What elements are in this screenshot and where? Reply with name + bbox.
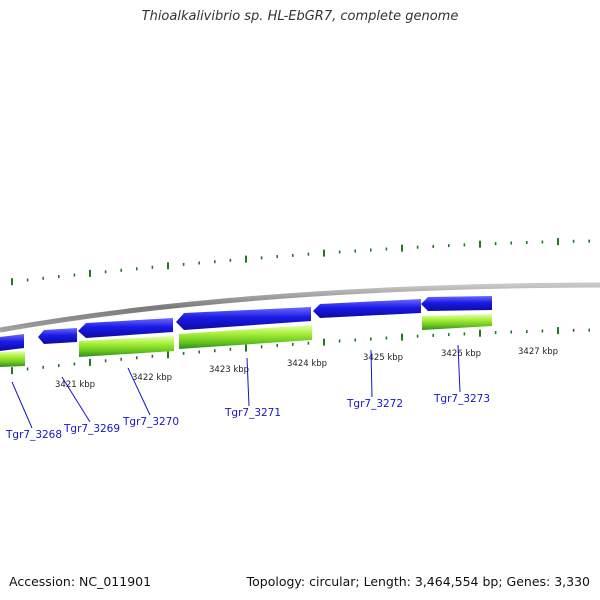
kbp-labels: 3421 kbp 3422 kbp 3423 kbp 3424 kbp 3425… [55,347,558,390]
gene-label-tgr7-3270[interactable]: Tgr7_3270 [122,416,179,428]
cds-band [179,325,312,349]
gene-arrow [313,299,421,318]
outer-tick-ring [11,238,591,286]
page-title: Thioalkalivibrio sp. HL-EbGR7, complete … [141,9,459,24]
gene-label-tgr7-3272[interactable]: Tgr7_3272 [346,398,403,410]
gene-label-tgr7-3273[interactable]: Tgr7_3273 [433,393,490,405]
kbp-label: 3427 kbp [518,347,558,357]
kbp-label: 3421 kbp [55,380,95,390]
gene-label-tgr7-3268[interactable]: Tgr7_3268 [5,429,62,441]
gene-arrow [421,296,492,311]
kbp-label: 3424 kbp [287,359,327,369]
kbp-label: 3426 kbp [441,349,481,359]
leader-line [457,344,461,393]
topology-text: Topology: circular; Length: 3,464,554 bp… [246,574,590,589]
genome-backbone [0,282,600,333]
gene-arrows [0,296,492,351]
leader-line [370,349,373,398]
gene-label-tgr7-3271[interactable]: Tgr7_3271 [224,407,281,419]
gene-labels: Tgr7_3268 Tgr7_3269 Tgr7_3270 Tgr7_3271 … [5,393,490,441]
gene-arrow [38,328,77,344]
accession-text: Accession: NC_011901 [9,574,152,589]
kbp-label: 3423 kbp [209,365,249,375]
gene-arrow [78,318,173,338]
cds-band [422,314,492,330]
leader-line [246,357,250,407]
gene-leader-lines [11,344,461,429]
leader-line [61,376,91,423]
cds-bands [0,314,492,367]
kbp-label: 3425 kbp [363,353,403,363]
inner-tick-ring [11,327,591,375]
cds-band [79,336,174,357]
cds-band [0,351,25,367]
gene-arrow [176,307,311,330]
leader-line [11,381,33,429]
gene-arrow [0,334,24,351]
gene-label-tgr7-3269[interactable]: Tgr7_3269 [63,423,120,435]
leader-line [127,367,151,416]
kbp-label: 3422 kbp [132,373,172,383]
